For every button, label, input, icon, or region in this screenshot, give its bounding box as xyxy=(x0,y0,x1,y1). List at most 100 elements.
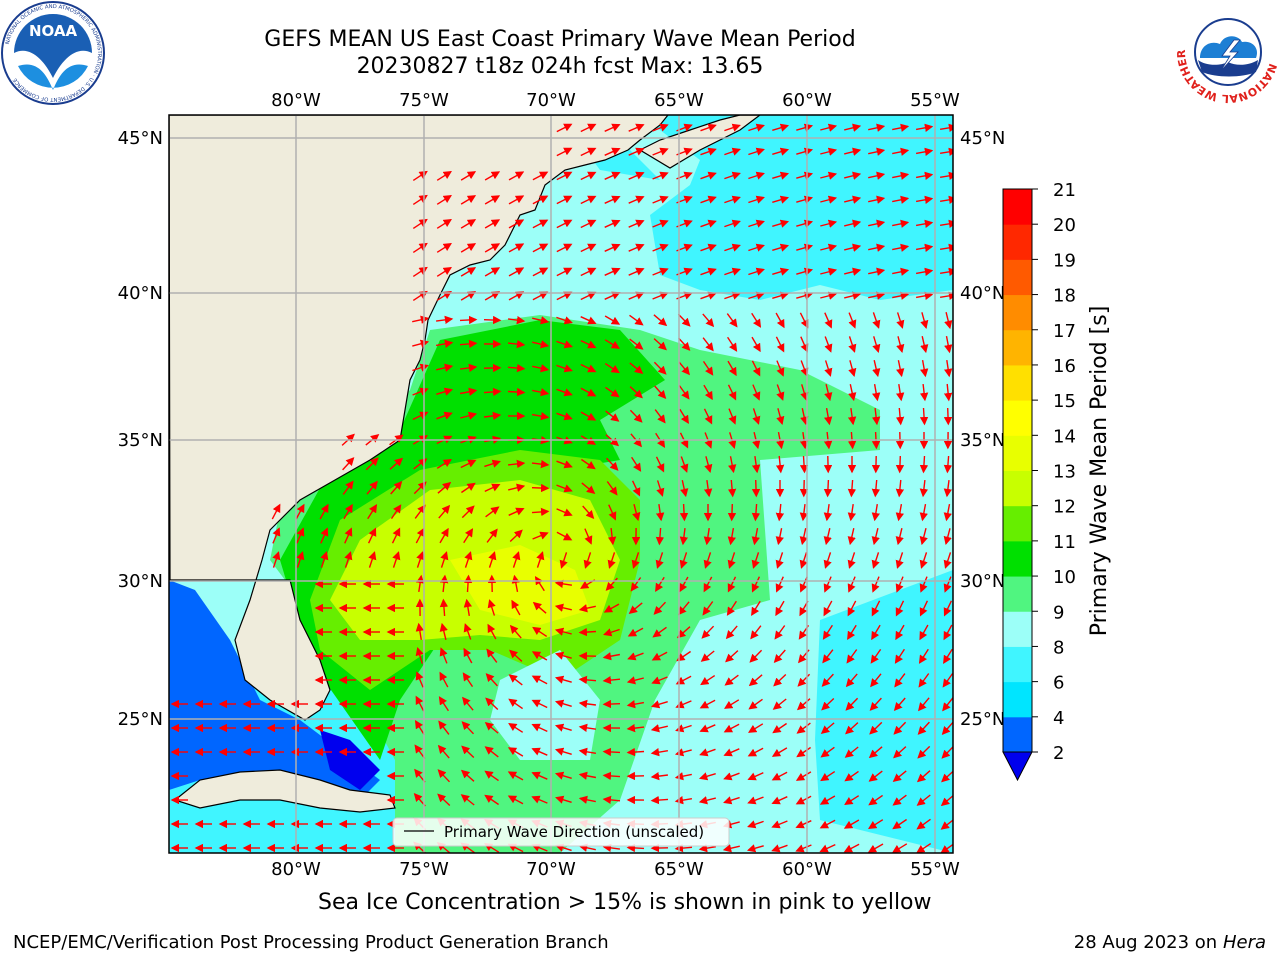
wave-arrow xyxy=(775,503,785,522)
wave-arrow xyxy=(939,123,953,132)
wave-arrow xyxy=(320,527,329,544)
wave-arrow xyxy=(459,387,478,396)
wave-arrow xyxy=(556,531,573,541)
wave-arrow xyxy=(392,551,401,568)
wave-arrow xyxy=(820,291,838,300)
wave-arrow xyxy=(679,576,689,593)
wave-arrow xyxy=(940,794,953,807)
wave-arrow xyxy=(771,820,788,829)
wave-arrow xyxy=(650,771,668,781)
wave-arrow xyxy=(895,528,904,546)
wave-arrow xyxy=(296,527,305,544)
wave-arrow xyxy=(582,505,595,520)
wave-arrow xyxy=(944,312,953,330)
wave-arrow xyxy=(772,147,790,156)
colorbar-segment xyxy=(1003,716,1032,753)
colorbar-segment xyxy=(1003,540,1032,577)
wave-arrow xyxy=(459,339,478,349)
wave-arrow xyxy=(919,528,928,546)
wave-arrow xyxy=(460,363,478,373)
wave-arrow xyxy=(700,650,715,662)
wave-arrow xyxy=(919,455,929,474)
wave-arrow xyxy=(869,721,883,735)
wave-arrow xyxy=(532,601,547,614)
wave-arrow xyxy=(532,340,550,349)
wave-arrow xyxy=(629,409,643,423)
wave-arrow xyxy=(556,388,573,397)
wave-arrow xyxy=(436,170,452,181)
wave-arrow xyxy=(439,622,448,640)
wave-arrow xyxy=(607,552,616,569)
wave-arrow xyxy=(531,747,548,756)
wave-arrow xyxy=(531,459,550,469)
wave-arrow xyxy=(650,795,669,805)
lat-tick-right: 40°N xyxy=(960,283,1005,304)
wave-arrow xyxy=(871,503,880,522)
wave-arrow xyxy=(655,552,664,569)
wave-arrow xyxy=(438,696,449,712)
wave-arrow xyxy=(820,746,835,758)
wave-arrow xyxy=(531,795,548,804)
wave-arrow xyxy=(944,335,953,354)
wave-arrow xyxy=(824,312,833,329)
wave-arrow xyxy=(628,123,645,132)
wave-arrow xyxy=(460,794,475,806)
colorbar-segment xyxy=(1003,646,1032,683)
wave-arrow xyxy=(872,336,881,354)
wave-arrow xyxy=(896,312,905,329)
wave-arrow xyxy=(823,504,833,522)
wave-arrow xyxy=(603,603,620,613)
wave-arrow xyxy=(580,387,597,397)
colorbar-segment xyxy=(1003,259,1032,296)
wave-arrow xyxy=(775,552,784,569)
wave-arrow xyxy=(703,384,713,401)
wave-arrow xyxy=(531,723,548,733)
wave-arrow xyxy=(439,647,448,664)
wave-arrow xyxy=(848,360,857,378)
wave-arrow xyxy=(437,744,450,759)
wave-arrow xyxy=(796,243,814,252)
wave-arrow xyxy=(677,313,691,327)
wave-arrow xyxy=(943,383,953,402)
wave-arrow xyxy=(580,195,597,205)
wave-arrow xyxy=(820,195,838,204)
colorbar-tick: 10 xyxy=(1053,567,1076,588)
wave-arrow xyxy=(703,527,713,546)
wave-arrow xyxy=(485,697,499,711)
wave-arrow xyxy=(532,388,550,397)
wave-arrow xyxy=(748,267,765,276)
wave-arrow xyxy=(871,576,880,593)
wave-arrow xyxy=(821,697,835,711)
wave-arrow xyxy=(460,769,475,782)
wave-arrow xyxy=(656,480,665,497)
lat-tick-left: 30°N xyxy=(118,571,163,592)
colorbar: 2 4 6 8 9 10 11 12 13 14 15 16 17 18 19 20 21 xyxy=(1002,180,1076,782)
wave-arrow xyxy=(939,219,953,228)
wave-arrow xyxy=(650,724,668,733)
wave-arrow xyxy=(771,796,788,805)
wave-arrow xyxy=(703,576,713,593)
wave-arrow xyxy=(724,195,741,204)
wave-arrow xyxy=(747,820,764,829)
wave-arrow xyxy=(796,219,814,228)
colorbar-segment xyxy=(1003,470,1032,507)
wave-arrow xyxy=(507,387,526,397)
wave-arrow xyxy=(436,387,454,396)
wave-arrow xyxy=(748,698,763,710)
wave-arrow xyxy=(460,459,477,469)
wave-arrow xyxy=(606,481,618,496)
wave-arrow xyxy=(532,219,549,229)
wave-arrow xyxy=(868,746,883,759)
wave-arrow xyxy=(892,147,910,156)
wave-arrow xyxy=(748,219,765,228)
wave-arrow xyxy=(820,147,838,156)
wave-arrow xyxy=(536,551,545,568)
wave-arrow xyxy=(507,747,524,757)
wave-arrow xyxy=(920,312,929,330)
wave-arrow xyxy=(628,195,645,204)
wave-arrow xyxy=(892,843,908,853)
wave-arrow xyxy=(943,359,953,378)
wave-arrow xyxy=(820,771,836,782)
wave-arrow xyxy=(893,697,906,712)
wave-arrow xyxy=(847,552,856,569)
